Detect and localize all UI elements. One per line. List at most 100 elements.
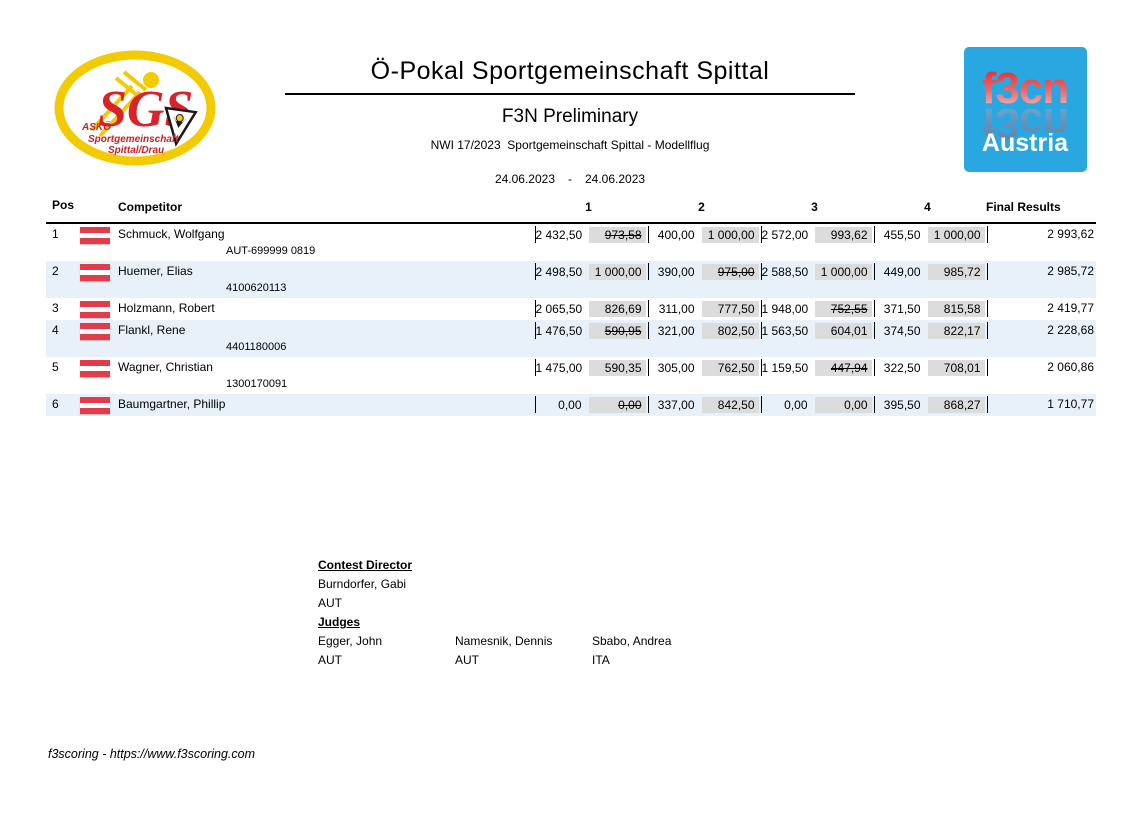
round-3-cell: 2 588,50 1 000,00 [760,263,874,280]
round-raw-score: 1 475,00 [535,360,583,375]
round-normalized-score: 762,50 [701,359,759,376]
athlete-head-icon [143,72,159,88]
round-raw-score: 2 588,50 [761,264,809,279]
rounds-cells: 1 475,00 590,35 305,00 762,50 1 159,50 447,94… [534,359,988,376]
competitor-license: 4401180006 [226,341,287,353]
judges-label: Judges [318,615,361,629]
round-1-cell: 1 475,00 590,35 [534,359,648,376]
position-cell: 5 [52,360,59,374]
rounds-end-divider [986,263,988,280]
judge-name: Namesnik, Dennis [455,634,553,648]
round-raw-score: 1 948,00 [761,301,809,316]
contest-title: Ö-Pokal Sportgemeinschaft Spittal [370,57,770,85]
round-normalized-score: 0,00 [814,396,872,413]
rounds-end-divider [986,359,988,376]
round-normalized-score: 993,62 [815,226,872,243]
club-crest-icon [164,106,198,147]
round-raw-score: 2 572,00 [761,227,809,242]
round-raw-score: 0,00 [558,397,582,412]
position-cell: 2 [52,264,59,278]
austria-flag-icon [80,301,110,319]
position-cell: 1 [52,227,59,241]
judge-entry: Egger, John AUT [318,632,455,670]
competitor-cell: Schmuck, Wolfgang AUT-699999 0819 [118,226,535,259]
club-org-line3: Spittal/Drau [108,145,164,156]
title-divider [285,93,855,95]
flag-cell [80,359,118,378]
f3cn-austria-logo: f3cn f3cn Austria [964,47,1087,177]
round-normalized-score: 590,35 [589,359,646,376]
round-2-cell: 390,00 975,00 [647,263,761,280]
austria-flag-icon [80,323,110,341]
flag-cell [80,226,118,245]
final-result: 2 993,62 [1047,227,1094,241]
rounds-cells: 2 065,50 826,69 311,00 777,50 1 948,00 752,55… [534,300,988,317]
flag-cell [80,396,118,415]
judges-list: Egger, John AUT Namesnik, Dennis AUT Sbabo, … [318,632,729,670]
rounds-cells: 0,00 0,00 337,00 842,50 0,00 0,00 395,50 868,27 [534,396,988,413]
round-2-cell: 321,00 802,50 [647,322,761,339]
austria-flag-icon [80,264,110,282]
header-round-4: 4 [924,200,931,214]
round-raw-score: 311,00 [658,301,695,316]
flag-cell [80,322,118,341]
final-result: 2 985,72 [1047,264,1094,278]
round-raw-score: 400,00 [657,227,695,242]
round-raw-score: 1 159,50 [761,360,809,375]
table-row: 5 Wagner, Christian 1300170091 1 475,00 5… [46,357,1096,394]
flag-cell [80,300,118,319]
header-round-3: 3 [811,200,818,214]
competitor-license: 1300170091 [226,378,288,390]
round-3-cell: 1 948,00 752,55 [760,300,874,317]
round-raw-score: 337,00 [657,397,695,412]
round-4-cell: 374,50 822,17 [873,322,987,339]
competitor-cell: Holzmann, Robert [118,300,535,317]
f3cn-brand-reflection: f3cn [982,99,1068,148]
round-normalized-score: 1 000,00 [927,226,985,243]
round-normalized-score: 815,58 [927,300,985,317]
round-raw-score: 371,50 [883,301,921,316]
round-2-cell: 337,00 842,50 [647,396,761,413]
final-result: 1 710,77 [1047,397,1094,411]
round-1-cell: 2 498,50 1 000,00 [534,263,648,280]
judge-country: AUT [455,653,479,667]
date-separator: - [568,172,572,186]
final-result: 2 419,77 [1047,301,1094,315]
round-raw-score: 2 432,50 [535,227,583,242]
final-result: 2 060,86 [1047,360,1094,374]
header-competitor: Competitor [118,200,182,214]
round-2-cell: 400,00 1 000,00 [647,226,761,243]
judge-country: AUT [318,653,342,667]
round-raw-score: 2 065,50 [535,301,583,316]
austria-flag-icon [80,360,110,378]
table-row: 1 Schmuck, Wolfgang AUT-699999 0819 2 43… [46,224,1096,261]
club-org-line1: ASKÖ [81,120,111,133]
judge-entry: Namesnik, Dennis AUT [455,632,592,670]
round-3-cell: 1 563,50 604,01 [760,322,874,339]
competitor-license: AUT-699999 0819 [226,245,316,257]
round-normalized-score: 604,01 [815,322,872,339]
round-1-cell: 1 476,50 590,95 [534,322,648,339]
competitor-license: 4100620113 [226,282,287,294]
f3cn-logo-background [964,47,1087,172]
round-2-cell: 311,00 777,50 [647,300,761,317]
judge-entry: Sbabo, Andrea ITA [592,632,729,670]
f3cn-country-text: Austria [982,129,1069,157]
round-normalized-score: 868,27 [927,396,985,413]
round-1-cell: 0,00 0,00 [534,396,648,413]
round-4-cell: 322,50 708,01 [873,359,987,376]
f3cn-logo-graphic: f3cn f3cn Austria [964,47,1087,172]
rounds-end-divider [986,396,988,413]
rounds-end-divider [986,322,988,339]
round-normalized-score: 1 000,00 [701,226,759,243]
round-raw-score: 455,50 [883,227,921,242]
round-normalized-score-dropped: 447,94 [815,359,872,376]
table-row: 2 Huemer, Elias 4100620113 2 498,50 1 000… [46,261,1096,298]
date-to: 24.06.2023 [585,172,646,186]
club-name-text: ASKÖ Sportgemeinschaft Spittal/Drau [81,120,179,156]
round-normalized-score: 842,50 [701,396,759,413]
results-table: Pos Competitor 1 2 3 4 Final Results 1 S… [46,197,1096,416]
event-class-title: F3N Preliminary [501,106,639,127]
austria-flag-icon [80,397,110,415]
